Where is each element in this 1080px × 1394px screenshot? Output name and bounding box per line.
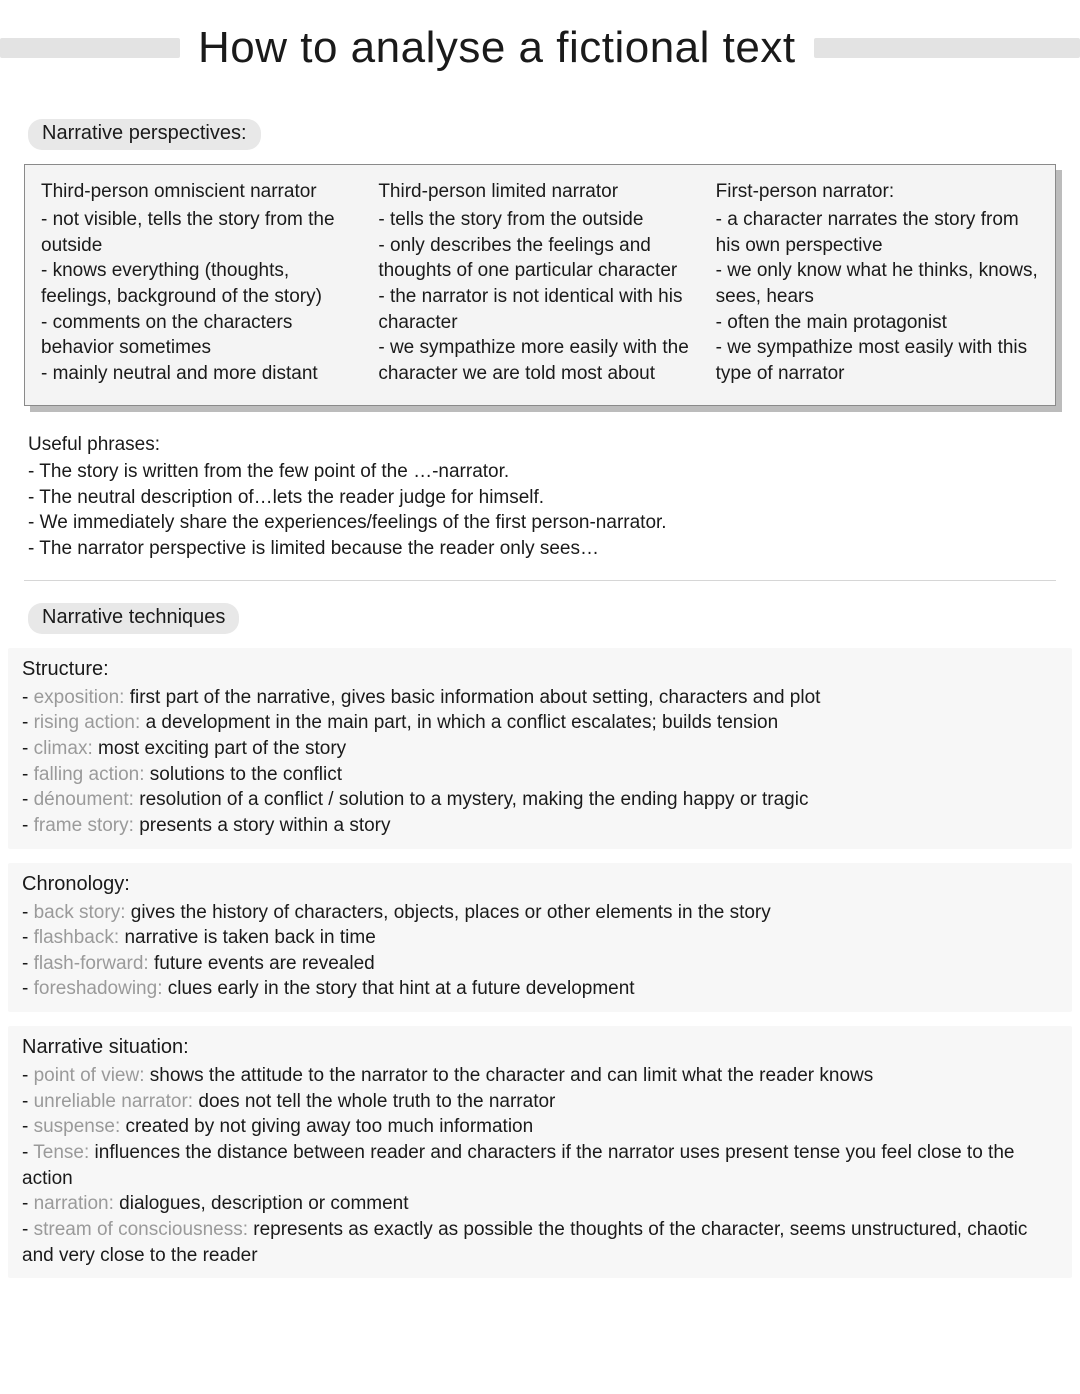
- list-item: comments on the characters behavior some…: [41, 310, 364, 361]
- block-heading: Narrative situation:: [22, 1034, 1058, 1061]
- list-item: The narrator perspective is limited beca…: [28, 536, 1052, 562]
- list-item: tells the story from the outside: [378, 207, 701, 233]
- col-list: tells the story from the outsideonly des…: [378, 207, 701, 386]
- list-item: climax: most exciting part of the story: [22, 736, 1058, 762]
- term: stream of consciousness:: [34, 1219, 254, 1240]
- definition: future events are revealed: [154, 953, 375, 974]
- definition: resolution of a conflict / solution to a…: [139, 789, 808, 810]
- list-item: only describes the feelings and thoughts…: [378, 233, 701, 284]
- term: foreshadowing:: [34, 978, 168, 999]
- page-title: How to analyse a fictional text: [198, 18, 796, 77]
- list-item: back story: gives the history of charact…: [22, 900, 1058, 926]
- definition: a development in the main part, in which…: [146, 712, 779, 733]
- list-item: exposition: first part of the narrative,…: [22, 685, 1058, 711]
- definition: solutions to the conflict: [150, 764, 342, 785]
- tech-block-situation: Narrative situation: point of view: show…: [8, 1026, 1072, 1278]
- definition: influences the distance between reader a…: [22, 1142, 1014, 1189]
- col-heading: First-person narrator:: [716, 179, 1039, 205]
- phrases-heading: Useful phrases:: [28, 432, 1052, 458]
- title-decor-left: [0, 38, 180, 58]
- list-item: The neutral description of…lets the read…: [28, 485, 1052, 511]
- perspectives-box: Third-person omniscient narrator not vis…: [24, 164, 1056, 405]
- term: point of view:: [34, 1065, 150, 1086]
- list-item: knows everything (thoughts, feelings, ba…: [41, 258, 364, 309]
- list-item: not visible, tells the story from the ou…: [41, 207, 364, 258]
- definition: dialogues, description or comment: [119, 1193, 408, 1214]
- term: suspense:: [34, 1116, 126, 1137]
- definition: presents a story within a story: [139, 815, 390, 836]
- list-item: point of view: shows the attitude to the…: [22, 1063, 1058, 1089]
- block-list: exposition: first part of the narrative,…: [22, 685, 1058, 839]
- tech-block-structure: Structure: exposition: first part of the…: [8, 648, 1072, 849]
- term: rising action:: [34, 712, 146, 733]
- term: flashback:: [34, 927, 125, 948]
- list-item: Tense: influences the distance between r…: [22, 1140, 1058, 1191]
- list-item: stream of consciousness: represents as e…: [22, 1217, 1058, 1268]
- term: dénoument:: [34, 789, 140, 810]
- list-item: we sympathize most easily with this type…: [716, 335, 1039, 386]
- phrases-list: The story is written from the few point …: [28, 459, 1052, 562]
- list-item: The story is written from the few point …: [28, 459, 1052, 485]
- list-item: dénoument: resolution of a conflict / so…: [22, 787, 1058, 813]
- list-item: flash-forward: future events are reveale…: [22, 951, 1058, 977]
- section-label-techniques: Narrative techniques: [28, 603, 239, 634]
- list-item: often the main protagonist: [716, 310, 1039, 336]
- definition: does not tell the whole truth to the nar…: [198, 1091, 555, 1112]
- term: climax:: [34, 738, 98, 759]
- term: flash-forward:: [34, 953, 154, 974]
- block-list: back story: gives the history of charact…: [22, 900, 1058, 1003]
- definition: first part of the narrative, gives basic…: [130, 687, 821, 708]
- list-item: frame story: presents a story within a s…: [22, 813, 1058, 839]
- section-label-perspectives: Narrative perspectives:: [28, 119, 261, 150]
- perspectives-col-limited: Third-person limited narrator tells the …: [378, 179, 701, 386]
- techniques-wrap: Structure: exposition: first part of the…: [0, 648, 1080, 1279]
- useful-phrases: Useful phrases: The story is written fro…: [28, 432, 1052, 562]
- definition: created by not giving away too much info…: [126, 1116, 534, 1137]
- col-heading: Third-person limited narrator: [378, 179, 701, 205]
- list-item: flashback: narrative is taken back in ti…: [22, 925, 1058, 951]
- definition: narrative is taken back in time: [124, 927, 375, 948]
- term: frame story:: [34, 815, 140, 836]
- block-heading: Chronology:: [22, 871, 1058, 898]
- list-item: rising action: a development in the main…: [22, 710, 1058, 736]
- list-item: we sympathize more easily with the chara…: [378, 335, 701, 386]
- block-heading: Structure:: [22, 656, 1058, 683]
- term: narration:: [34, 1193, 120, 1214]
- definition: clues early in the story that hint at a …: [168, 978, 635, 999]
- col-heading: Third-person omniscient narrator: [41, 179, 364, 205]
- term: falling action:: [34, 764, 150, 785]
- list-item: suspense: created by not giving away too…: [22, 1114, 1058, 1140]
- list-item: We immediately share the experiences/fee…: [28, 510, 1052, 536]
- perspectives-col-omniscient: Third-person omniscient narrator not vis…: [41, 179, 364, 386]
- term: exposition:: [34, 687, 130, 708]
- title-decor-right: [814, 38, 1080, 58]
- list-item: foreshadowing: clues early in the story …: [22, 976, 1058, 1002]
- list-item: falling action: solutions to the conflic…: [22, 762, 1058, 788]
- term: back story:: [34, 902, 131, 923]
- divider: [24, 580, 1056, 581]
- tech-block-chronology: Chronology: back story: gives the histor…: [8, 863, 1072, 1013]
- list-item: mainly neutral and more distant: [41, 361, 364, 387]
- list-item: the narrator is not identical with his c…: [378, 284, 701, 335]
- list-item: a character narrates the story from his …: [716, 207, 1039, 258]
- definition: shows the attitude to the narrator to th…: [150, 1065, 873, 1086]
- col-list: a character narrates the story from his …: [716, 207, 1039, 386]
- list-item: narration: dialogues, description or com…: [22, 1191, 1058, 1217]
- perspectives-col-firstperson: First-person narrator: a character narra…: [716, 179, 1039, 386]
- col-list: not visible, tells the story from the ou…: [41, 207, 364, 386]
- term: Tense:: [33, 1142, 94, 1163]
- definition: gives the history of characters, objects…: [131, 902, 771, 923]
- term: unreliable narrator:: [34, 1091, 199, 1112]
- definition: most exciting part of the story: [98, 738, 346, 759]
- list-item: we only know what he thinks, knows, sees…: [716, 258, 1039, 309]
- list-item: unreliable narrator: does not tell the w…: [22, 1089, 1058, 1115]
- block-list: point of view: shows the attitude to the…: [22, 1063, 1058, 1268]
- title-row: How to analyse a fictional text: [0, 0, 1080, 85]
